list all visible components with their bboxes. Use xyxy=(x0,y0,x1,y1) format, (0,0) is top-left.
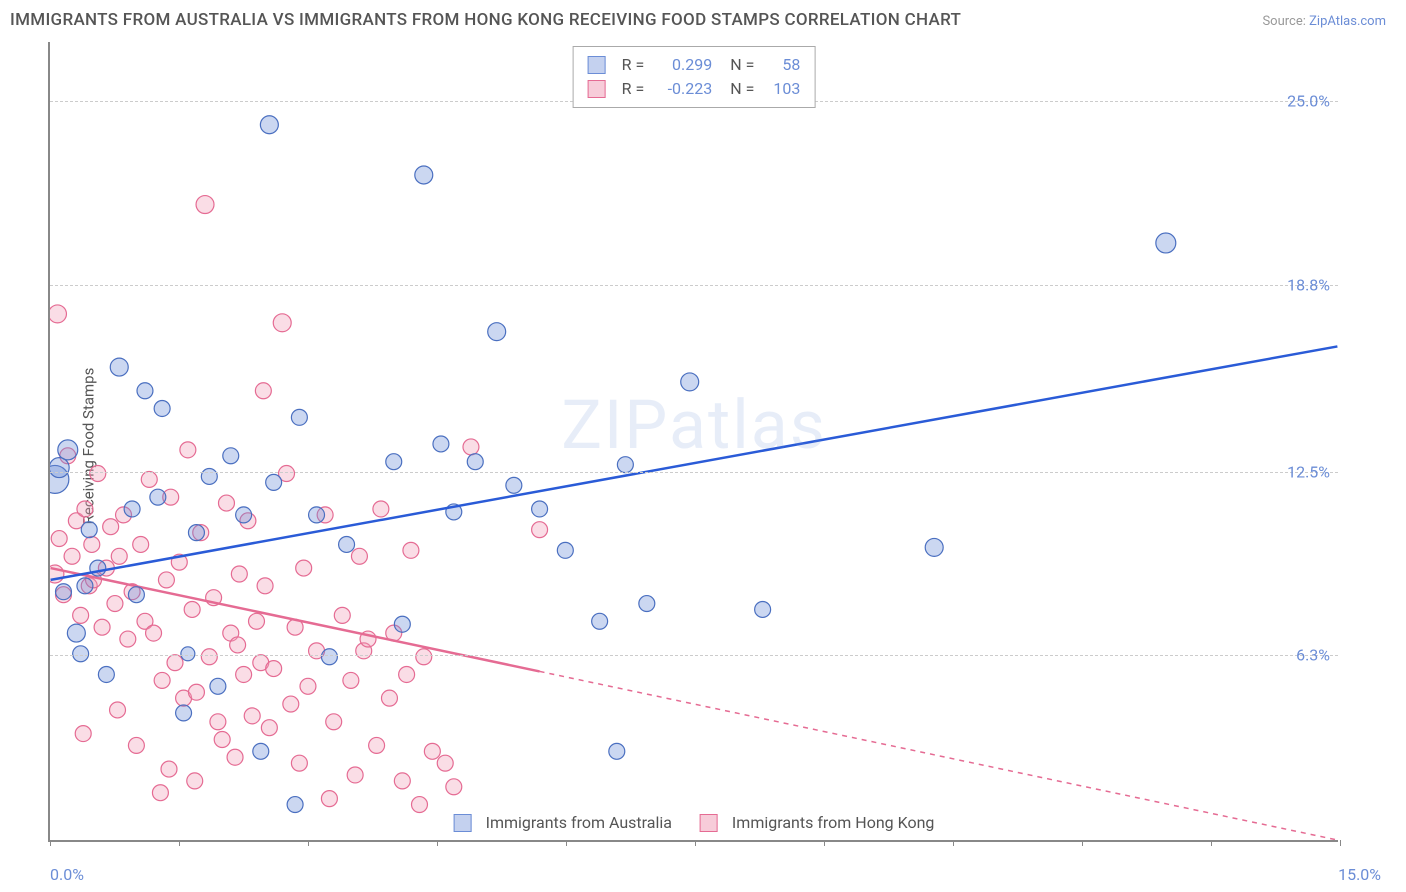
x-tick-mark xyxy=(824,840,825,846)
chart-svg-layer xyxy=(50,42,1338,840)
stats-r-blue: 0.299 xyxy=(654,53,712,77)
y-tick-label: 25.0% xyxy=(1287,92,1330,111)
x-tick-mark xyxy=(1340,840,1341,846)
source-value: ZipAtlas.com xyxy=(1309,14,1386,29)
stats-n-label: N = xyxy=(730,77,754,101)
chart-title: IMMIGRANTS FROM AUSTRALIA VS IMMIGRANTS … xyxy=(10,10,961,30)
x-tick-mark xyxy=(1211,840,1212,846)
source-attribution: Source: ZipAtlas.com xyxy=(1262,14,1386,29)
stats-n-label: N = xyxy=(730,53,754,77)
legend-label-blue: Immigrants from Australia xyxy=(486,813,672,832)
stats-row-pink: R = -0.223 N = 103 xyxy=(588,77,801,101)
stats-row-blue: R = 0.299 N = 58 xyxy=(588,53,801,77)
watermark: ZIPatlas xyxy=(561,385,827,465)
swatch-pink-icon xyxy=(700,814,718,832)
x-tick-mark xyxy=(308,840,309,846)
legend-label-pink: Immigrants from Hong Kong xyxy=(732,813,934,832)
x-tick-mark xyxy=(1082,840,1083,846)
plot-area: ZIPatlas R = 0.299 N = 58 R = -0.223 N =… xyxy=(48,42,1338,842)
grid-line xyxy=(50,285,1338,286)
bottom-legend: Immigrants from Australia Immigrants fro… xyxy=(448,811,941,834)
x-tick-mark xyxy=(695,840,696,846)
x-axis-min-label: 0.0% xyxy=(50,865,84,884)
x-tick-mark xyxy=(179,840,180,846)
grid-line xyxy=(50,472,1338,473)
stats-r-label: R = xyxy=(622,53,645,77)
y-tick-label: 18.8% xyxy=(1287,275,1330,294)
stats-n-pink: 103 xyxy=(764,77,800,101)
legend-item-pink: Immigrants from Hong Kong xyxy=(700,813,934,832)
x-axis-max-label: 15.0% xyxy=(1338,865,1381,884)
x-tick-mark xyxy=(50,840,51,846)
y-tick-label: 12.5% xyxy=(1287,462,1330,481)
stats-r-pink: -0.223 xyxy=(654,77,712,101)
swatch-blue-icon xyxy=(588,56,606,74)
legend-item-blue: Immigrants from Australia xyxy=(454,813,672,832)
x-tick-mark xyxy=(566,840,567,846)
x-tick-mark xyxy=(953,840,954,846)
y-tick-label: 6.3% xyxy=(1296,646,1330,665)
stats-r-label: R = xyxy=(622,77,645,101)
stats-legend-box: R = 0.299 N = 58 R = -0.223 N = 103 xyxy=(573,46,816,108)
swatch-pink-icon xyxy=(588,80,606,98)
stats-n-blue: 58 xyxy=(764,53,800,77)
source-label: Source: xyxy=(1262,14,1305,29)
x-tick-mark xyxy=(437,840,438,846)
grid-line xyxy=(50,655,1338,656)
swatch-blue-icon xyxy=(454,814,472,832)
